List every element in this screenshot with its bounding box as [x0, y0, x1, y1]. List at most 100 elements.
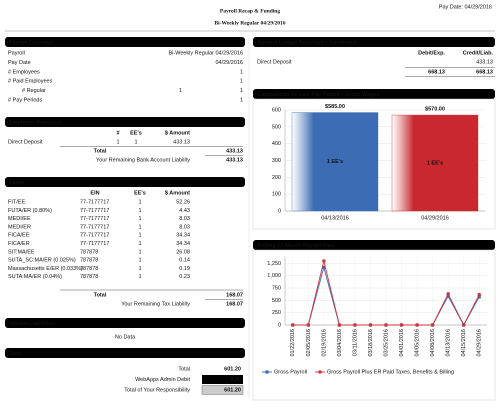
total-value: 433.13	[226, 148, 243, 154]
liability-label: Your Remaining Bank Account Liability	[96, 157, 190, 163]
total-row-label: Total of Your Responsibility	[124, 387, 190, 393]
tax-amount: 0.23	[179, 274, 190, 280]
y-tick-label: 0	[278, 322, 281, 328]
row-value: 1	[240, 69, 243, 75]
tax-label: MEDI/ER	[8, 224, 31, 230]
point	[306, 323, 311, 327]
report-subtitle: Bi-Weekly Regular 04/29/2016	[214, 20, 285, 26]
point	[446, 292, 450, 296]
tax-ees: 1	[138, 241, 141, 247]
point	[384, 323, 388, 327]
x-tick-label: 02/05/2016	[306, 329, 312, 357]
row-label: Payroll	[8, 50, 25, 56]
tax-ees: 1	[138, 224, 141, 230]
y-tick-label: 100	[272, 192, 281, 198]
section-title: Taxes	[9, 180, 24, 186]
pay-date: Pay Date: 04/29/2016	[439, 4, 492, 10]
column-header: #	[116, 130, 119, 136]
y-tick-label: 1,000	[267, 273, 281, 279]
bar-value-label: $570.00	[425, 107, 445, 113]
x-tick-label: 04/01/2016	[399, 329, 405, 357]
tax-ees: 1	[138, 274, 141, 280]
tax-ein: 787878	[80, 258, 98, 264]
x-tick-label: 04/08/2016	[430, 329, 436, 357]
empty-message: No Data	[115, 334, 136, 340]
row-label: Pay Date	[8, 60, 31, 66]
tax-amount: 8.03	[179, 216, 190, 222]
liability-label: Your Remaining Tax Liability	[121, 301, 190, 307]
chart-frame	[252, 98, 496, 230]
tax-amount: 34.34	[176, 241, 190, 247]
x-tick-label: 04/29/2016	[421, 215, 449, 221]
row-value: 04/29/2016	[215, 60, 243, 66]
section-bar	[5, 117, 245, 127]
x-tick-label: 04/13/2016	[446, 329, 452, 357]
y-tick-label: 600	[272, 107, 281, 113]
tax-label: FUTA/ER (0.80%)	[8, 208, 52, 214]
column-header: EE's	[134, 190, 146, 196]
tax-amount: 8.03	[179, 224, 190, 230]
bar-inner-label: 1 EE's	[327, 159, 343, 165]
column-header: Debit/Exp.	[418, 50, 445, 56]
tax-ein: 787878	[80, 274, 98, 280]
tax-ees: 1	[138, 249, 141, 255]
tax-ein: 77-7177717	[80, 233, 109, 239]
value-box	[202, 375, 243, 384]
row-value: 1	[179, 88, 182, 94]
section-bar	[5, 318, 245, 328]
section-title: General Ledger Summary - Continued	[257, 40, 356, 46]
x-tick-label: 03/11/2016	[352, 329, 358, 356]
row-value: 1	[134, 139, 137, 145]
row-value: 433.13	[476, 59, 493, 65]
total-row-value: 601.20	[224, 366, 241, 372]
row-label: # Employees	[8, 69, 40, 75]
y-tick-label: 500	[272, 124, 281, 130]
section-bar	[5, 177, 245, 187]
total-label: Total	[94, 148, 107, 154]
x-tick-label: 03/04/2016	[337, 329, 343, 357]
tax-ees: 1	[138, 233, 141, 239]
row-value: 1	[116, 139, 119, 145]
row-value: 1	[240, 97, 243, 103]
column-header: $ Amount	[165, 190, 190, 196]
y-tick-label: 750	[272, 285, 281, 291]
tax-amount: 4.43	[179, 208, 190, 214]
tax-amount: 0.19	[179, 266, 190, 272]
point	[446, 294, 450, 298]
column-header: Credit/Liab.	[463, 50, 494, 56]
total-row-label: Total	[178, 366, 190, 372]
column-header: EIN	[90, 190, 99, 196]
tax-label: SUTA:MA/ER (0.04%)	[8, 274, 62, 280]
point	[415, 323, 419, 327]
point	[368, 323, 373, 327]
legend-marker	[265, 370, 269, 374]
row-value: 433.13	[173, 139, 190, 145]
section-bar	[5, 37, 245, 47]
point	[477, 295, 481, 299]
x-tick-label: 04/29/2016	[477, 329, 483, 357]
tax-label: FICA/ER	[8, 241, 30, 247]
y-tick-label: 200	[272, 175, 281, 181]
tax-amount: 52.26	[176, 199, 190, 205]
x-tick-label: 04/15/2016	[461, 329, 467, 357]
total-value: 668.13	[476, 69, 493, 75]
tax-ees: 1	[138, 266, 141, 272]
point	[337, 323, 342, 327]
column-header: EE's	[130, 130, 142, 136]
point	[461, 323, 466, 327]
row-label: # Regular	[22, 88, 46, 94]
bar	[391, 114, 479, 212]
x-tick-label: 02/19/2016	[321, 329, 327, 357]
chart-frame	[252, 249, 496, 401]
total-row-value: 601.20	[224, 387, 241, 393]
bar-value-label: $585.00	[325, 104, 345, 110]
bar-inner-label: 1 EE's	[427, 160, 443, 166]
row-value: Bi-Weekly Regular 04/29/2016	[169, 50, 244, 56]
legend-marker	[318, 370, 322, 374]
tax-ein: 77-7177717	[80, 224, 109, 230]
tax-label: SUTA_SC:MA/ER (0.025%)	[8, 258, 76, 264]
total-value: 668.13	[428, 69, 445, 75]
section-title: Total	[9, 351, 22, 357]
row-label: Direct Deposit	[257, 59, 292, 65]
